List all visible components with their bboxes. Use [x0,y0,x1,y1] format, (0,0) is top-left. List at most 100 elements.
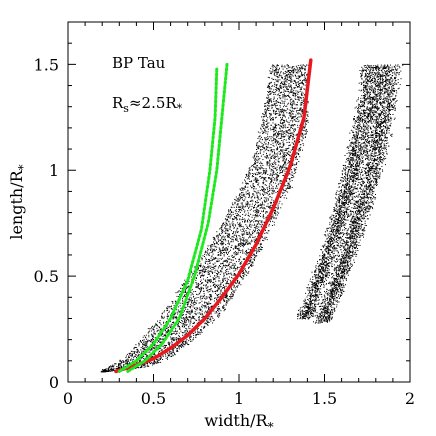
scatter-point [258,229,260,231]
scatter-point [280,72,282,74]
scatter-point [269,100,271,102]
scatter-point [173,305,175,307]
scatter-point [276,172,278,173]
scatter-point [297,86,299,88]
scatter-point [275,123,277,125]
scatter-point [296,68,298,70]
scatter-point [215,265,217,267]
scatter-point [253,227,255,229]
scatter-point [295,65,297,67]
scatter-point [266,97,268,99]
scatter-point [271,91,273,93]
scatter-point [270,138,272,140]
scatter-point [284,100,286,102]
scatter-point [158,359,160,361]
scatter-point [240,250,242,252]
scatter-point [153,326,155,328]
scatter-point [222,235,224,237]
scatter-point [226,228,228,230]
scatter-point [195,337,197,338]
scatter-point [267,125,269,127]
scatter-point [225,301,227,303]
scatter-point [247,219,248,221]
scatter-point [210,260,212,262]
scatter-point [278,174,280,176]
scatter-point [245,191,247,193]
scatter-point [207,305,209,307]
scatter-point [179,305,181,307]
scatter-point [256,179,258,181]
scatter-point [217,274,219,276]
scatter-point [206,260,208,262]
scatter-point [171,354,173,356]
scatter-point [209,297,211,299]
scatter-point [221,282,223,283]
scatter-point [250,257,252,259]
scatter-point [291,186,293,188]
scatter-point [271,202,272,204]
scatter-point [271,157,273,159]
scatter-point [240,262,242,264]
scatter-point [254,204,255,206]
scatter-point [199,272,200,274]
scatter-point [179,322,181,323]
scatter-point [242,221,243,223]
scatter-point [263,171,265,173]
scatter-point [242,217,243,219]
scatter-point [255,207,257,209]
scatter-point [237,285,239,287]
scatter-point [299,156,301,158]
scatter-point [209,299,211,301]
scatter-point [248,196,250,198]
scatter-point [271,104,273,106]
scatter-point [166,307,167,309]
scatter-point [293,71,295,73]
scatter-point [137,361,139,363]
scatter-point [293,101,295,103]
scatter-point [248,260,250,262]
scatter-point [235,196,237,198]
scatter-point [219,258,221,260]
scatter-point [286,184,288,186]
scatter-point [270,129,272,131]
scatter-point [282,160,284,162]
scatter-point [257,179,258,181]
scatter-point [281,122,283,124]
scatter-point [263,199,265,201]
scatter-point [232,263,234,265]
scatter-point [182,320,184,322]
scatter-point [248,178,250,180]
scatter-point [182,334,184,336]
scatter-point [282,101,284,103]
scatter-point [287,183,289,185]
scatter-point [268,186,270,188]
scatter-point [286,158,287,160]
scatter-point [238,250,240,252]
scatter-point [290,132,292,134]
scatter-point [289,100,291,102]
scatter-point [283,197,285,199]
scatter-point [302,134,304,136]
scatter-point [274,138,276,140]
scatter-point [207,250,209,252]
scatter-point [262,121,264,123]
scatter-point [257,196,259,198]
scatter-point [201,270,203,272]
scatter-point [289,109,291,111]
scatter-point [274,129,276,131]
scatter-point [215,257,216,259]
scatter-point [296,158,298,160]
scatter-point [239,238,241,240]
scatter-point [244,274,246,276]
scatter-point [225,225,227,227]
scatter-point [224,309,226,311]
scatter-point [262,169,264,171]
scatter-point [200,266,201,267]
scatter-point [288,73,290,75]
scatter-point [295,85,297,86]
scatter-point [175,316,177,317]
scatter-point [272,122,274,124]
scatter-point [127,359,129,361]
scatter-point [286,81,288,83]
scatter-point [302,94,304,96]
